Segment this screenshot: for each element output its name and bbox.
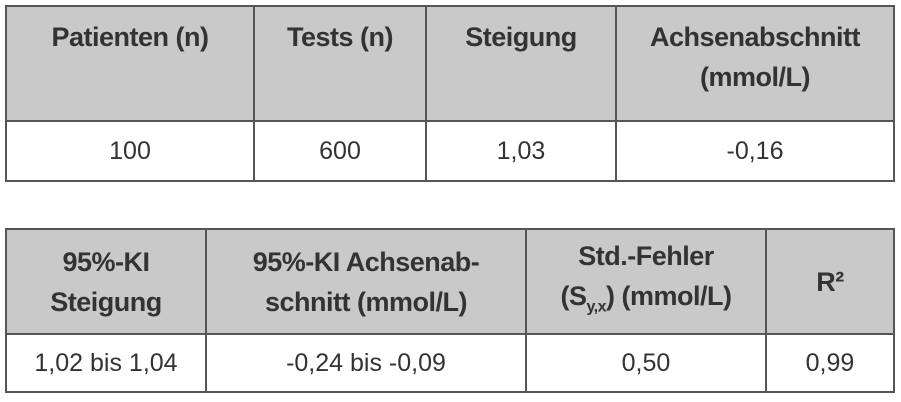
header-line: schnitt (mmol/L)	[265, 286, 468, 317]
header-cell: Std.-Fehler (Sy,x) (mmol/L)	[525, 228, 767, 335]
header-line: Steigung	[50, 286, 162, 317]
data-cell: 600	[253, 120, 427, 182]
header-cell: 95%-KI Achsenab-schnitt (mmol/L)	[205, 228, 527, 335]
confidence-table: 95%-KI Steigung 95%-KI Achsenab-schnitt (m…	[5, 228, 895, 393]
header-text: ) (mmol/L)	[606, 280, 732, 311]
data-row: 100 600 1,03 -0,16	[5, 120, 895, 182]
header-cell: 95%-KI Steigung	[5, 228, 207, 335]
data-cell: -0,24 bis -0,09	[205, 333, 527, 393]
data-row: 1,02 bis 1,04 -0,24 bis -0,09 0,50 0,99	[5, 333, 895, 393]
header-line: Tests (n)	[286, 22, 394, 52]
header-cell: Tests (n)	[253, 5, 427, 122]
data-cell: -0,16	[615, 120, 895, 182]
data-cell: 1,02 bis 1,04	[5, 333, 207, 393]
header-line: Patienten (n)	[51, 22, 209, 52]
header-line: R²	[816, 266, 844, 297]
header-line: Std.-Fehler	[578, 240, 714, 271]
header-line: Steigung	[465, 22, 577, 52]
header-line: Achsenabschnitt	[649, 22, 861, 52]
summary-table: Patienten (n) Tests (n) Steigung Achsenabsc…	[5, 5, 895, 182]
header-line: 95%-KI Achsenab-	[252, 246, 480, 277]
header-line: (mmol/L)	[700, 62, 811, 92]
data-cell: 100	[5, 120, 255, 182]
header-cell: Patienten (n)	[5, 5, 255, 122]
data-cell: 1,03	[425, 120, 617, 182]
header-row: Patienten (n) Tests (n) Steigung Achsenabsc…	[5, 5, 895, 122]
data-cell: 0,50	[525, 333, 767, 393]
header-row: 95%-KI Steigung 95%-KI Achsenab-schnitt (m…	[5, 228, 895, 335]
header-cell: Achsenabschnitt (mmol/L)	[615, 5, 895, 122]
subscript: y,x	[586, 298, 607, 316]
header-text: (S	[560, 280, 587, 311]
header-cell: R²	[765, 228, 895, 335]
data-cell: 0,99	[765, 333, 895, 393]
header-line: 95%-KI	[62, 246, 150, 277]
header-cell: Steigung	[425, 5, 617, 122]
header-line: (Sy,x) (mmol/L)	[533, 276, 759, 327]
